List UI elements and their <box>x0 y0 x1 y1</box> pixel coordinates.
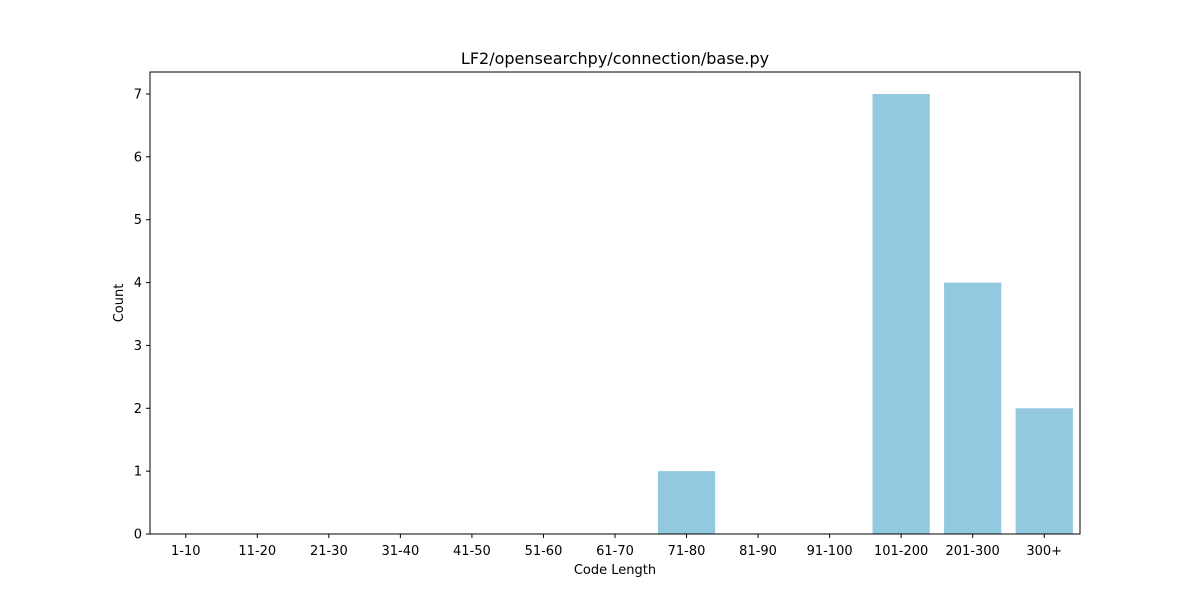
y-tick-label: 2 <box>134 402 142 417</box>
x-tick-label: 41-50 <box>453 544 491 559</box>
x-tick-label: 91-100 <box>807 544 853 559</box>
bar-201-300 <box>944 282 1002 534</box>
y-tick-label: 6 <box>134 150 142 165</box>
x-axis-label: Code Length <box>574 563 656 578</box>
x-tick-label: 1-10 <box>171 544 201 559</box>
x-tick-label: 51-60 <box>525 544 563 559</box>
bar-101-200 <box>872 94 930 534</box>
x-tick-label: 101-200 <box>874 544 928 559</box>
chart-title: LF2/opensearchpy/connection/base.py <box>461 49 769 68</box>
y-tick-label: 3 <box>134 339 142 354</box>
x-tick-label: 61-70 <box>596 544 634 559</box>
x-tick-label: 11-20 <box>238 544 276 559</box>
x-tick-label: 81-90 <box>739 544 777 559</box>
plot-frame <box>149 71 1081 535</box>
y-tick-label: 0 <box>134 528 142 543</box>
y-tick-label: 4 <box>134 276 142 291</box>
x-tick-label: 31-40 <box>381 544 419 559</box>
y-tick-label: 5 <box>134 213 142 228</box>
bars-group <box>657 94 1073 534</box>
y-tick-label: 7 <box>134 88 142 103</box>
y-tick-label: 1 <box>134 465 142 480</box>
bar-300+ <box>1015 408 1073 534</box>
x-tick-label: 71-80 <box>668 544 706 559</box>
x-tick-label: 21-30 <box>310 544 348 559</box>
x-tick-label: 201-300 <box>946 544 1000 559</box>
x-tick-label: 300+ <box>1026 544 1062 559</box>
x-axis-ticks: 1-10 11-20 21-30 31-40 41-50 51-60 61-70 71-80 8… <box>171 534 1062 559</box>
bar-71-80 <box>657 471 716 534</box>
y-axis-label: Count <box>112 284 127 323</box>
y-axis-ticks: 0 1 2 3 4 5 6 7 <box>134 88 150 543</box>
